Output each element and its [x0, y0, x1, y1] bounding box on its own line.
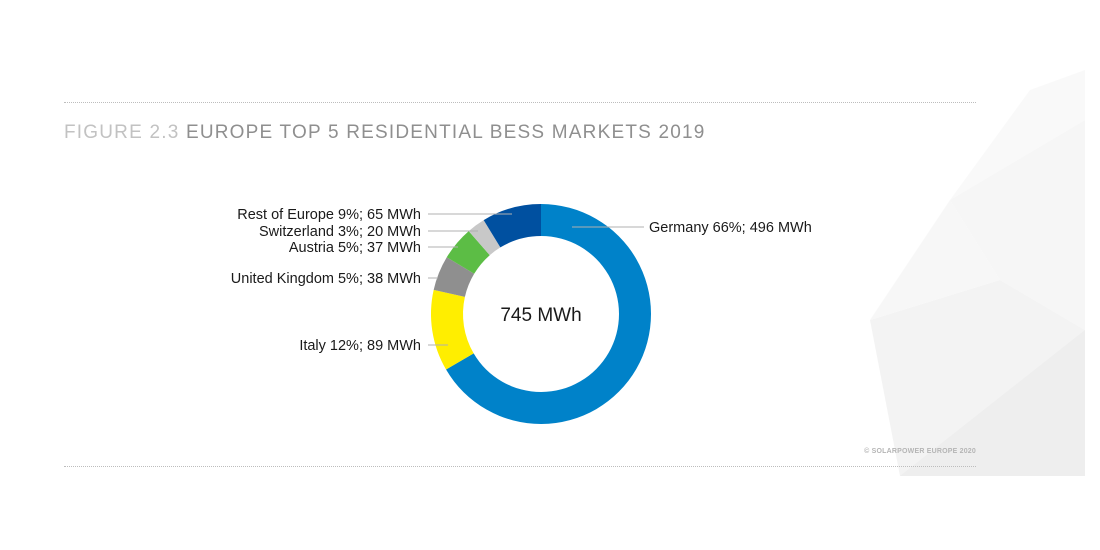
figure-number: FIGURE 2.3 — [64, 122, 180, 143]
donut-slice-germany — [446, 204, 651, 424]
slice-label-germany: Germany 66%; 496 MWh — [649, 220, 812, 236]
figure-title: FIGURE 2.3 EUROPE TOP 5 RESIDENTIAL BESS… — [64, 122, 706, 144]
top-divider — [64, 102, 976, 103]
slice-label-austria: Austria 5%; 37 MWh — [289, 240, 421, 256]
figure-title-text: EUROPE TOP 5 RESIDENTIAL BESS MARKETS 20… — [185, 122, 706, 143]
donut-slice-italy — [431, 289, 474, 370]
copyright-notice: © SOLARPOWER EUROPE 2020 — [864, 448, 976, 455]
slice-label-switzerland: Switzerland 3%; 20 MWh — [259, 224, 421, 240]
bottom-divider — [64, 466, 976, 467]
slice-label-italy: Italy 12%; 89 MWh — [299, 338, 421, 354]
donut-slice-switzerland — [468, 220, 501, 256]
slice-label-united-kingdom: United Kingdom 5%; 38 MWh — [231, 271, 421, 287]
slice-label-rest-of-europe: Rest of Europe 9%; 65 MWh — [237, 207, 421, 223]
donut-slice-austria — [446, 231, 490, 274]
donut-center-total: 745 MWh — [500, 305, 581, 326]
donut-slice-rest-of-europe — [483, 204, 541, 248]
donut-slice-united-kingdom — [433, 257, 475, 297]
